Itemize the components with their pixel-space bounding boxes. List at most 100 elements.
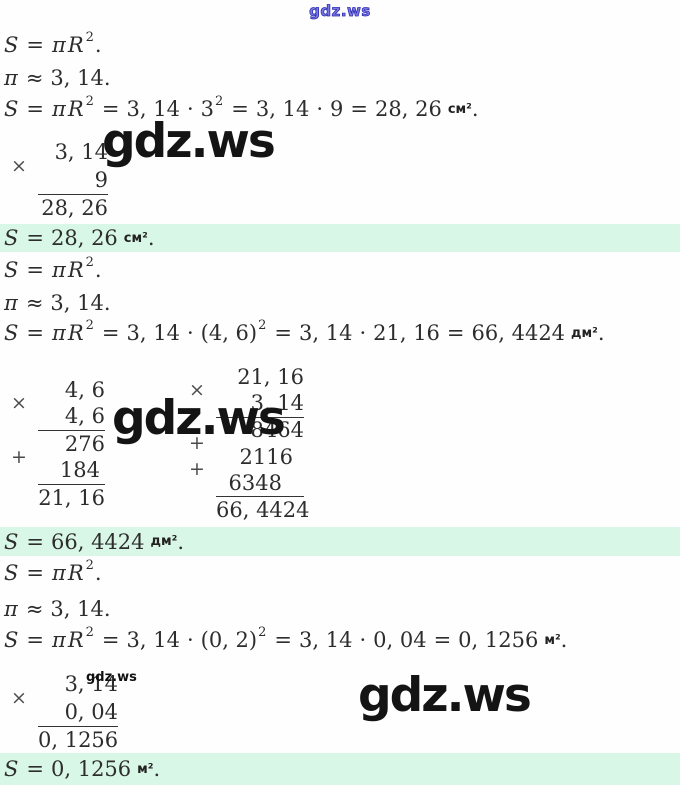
math-superscript: 2 bbox=[85, 93, 94, 109]
column-number: 6348 bbox=[216, 470, 304, 497]
plus-sign: + bbox=[11, 445, 27, 468]
math-variable: R bbox=[67, 33, 84, 57]
math-superscript: 2 bbox=[85, 29, 94, 45]
formula-area-3: S = π R 2. bbox=[3, 558, 102, 588]
math-variable: π bbox=[4, 66, 18, 90]
math-variable: S bbox=[4, 258, 19, 282]
math-number: 3, 14 bbox=[126, 628, 180, 652]
math-operator: = bbox=[446, 321, 465, 345]
formula-calc-1: S = π R 2 = 3, 14 · 3 2 = 3, 14 · 9 = 28, 26 см². bbox=[3, 94, 479, 124]
multiplication-block-2-left: 4, 6 × 4, 6 276 +184 21, 16 bbox=[8, 376, 105, 511]
math-operator: · bbox=[186, 321, 194, 345]
math-variable: R bbox=[67, 628, 84, 652]
math-operator: = bbox=[350, 97, 369, 121]
column-number: 2116 bbox=[216, 444, 304, 471]
site-watermark-top: gdz.ws bbox=[309, 2, 371, 21]
number-text: 28, 26 bbox=[41, 196, 108, 220]
math-superscript: 2 bbox=[85, 254, 94, 270]
math-variable: S bbox=[4, 321, 19, 345]
column-number: 8464 bbox=[216, 417, 304, 444]
site-watermark-block3-big: gdz.ws bbox=[358, 668, 532, 723]
number-text: 0, 04 bbox=[64, 699, 118, 724]
number-text: 0, 1256 bbox=[38, 728, 119, 752]
multiplication-row: 8464 bbox=[186, 417, 304, 444]
math-number: 28, 26 bbox=[375, 97, 442, 121]
number-text: 276 bbox=[64, 431, 105, 456]
math-variable: R bbox=[67, 321, 84, 345]
number-text: 6348 bbox=[228, 470, 282, 495]
result-highlight-1: S = 28, 26 см². bbox=[0, 224, 680, 252]
math-number: 9 bbox=[330, 97, 344, 121]
formula-calc-3: S = π R 2 = 3, 14 · (0, 2) 2 = 3, 14 · 0, 04 = 0, 1256 м… bbox=[3, 625, 567, 655]
math-variable: S bbox=[4, 33, 19, 57]
math-operator: ≈ bbox=[25, 597, 44, 621]
column-number: 21, 16 bbox=[38, 484, 105, 511]
multiplication-row: 28, 26 bbox=[8, 194, 108, 222]
math-number: 0, 1256 bbox=[51, 757, 132, 781]
math-unit: см² bbox=[123, 230, 148, 246]
number-text: 4, 6 bbox=[64, 404, 105, 428]
formula-area-1: S = π R 2. bbox=[3, 30, 102, 60]
math-variable: R bbox=[67, 561, 84, 585]
math-number: 28, 26 bbox=[51, 226, 118, 250]
math-number: . bbox=[94, 561, 102, 585]
column-number: 3, 14 bbox=[38, 670, 118, 698]
math-superscript: 2 bbox=[85, 317, 94, 333]
math-variable: S bbox=[4, 561, 19, 585]
math-operator: = bbox=[26, 628, 44, 652]
math-number: 3, 14. bbox=[50, 66, 111, 90]
math-variable: S bbox=[4, 97, 19, 121]
multiply-sign: × bbox=[11, 687, 27, 709]
column-number: 4, 6 bbox=[38, 376, 105, 403]
math-operator: · bbox=[186, 97, 194, 121]
math-operator: ≈ bbox=[25, 66, 44, 90]
column-number: 0, 1256 bbox=[38, 726, 118, 754]
column-number: 28, 26 bbox=[38, 194, 108, 222]
multiplication-row: +2116 bbox=[186, 432, 304, 471]
math-operator: = bbox=[26, 561, 44, 585]
math-variable: π bbox=[4, 597, 18, 621]
math-operator: = bbox=[26, 33, 44, 57]
math-superscript: 2 bbox=[258, 317, 267, 333]
multiplication-row: × 3, 14 bbox=[186, 379, 304, 418]
math-number: . bbox=[147, 226, 155, 250]
multiply-sign: × bbox=[11, 155, 27, 177]
math-operator: = bbox=[274, 321, 292, 345]
math-variable: S bbox=[4, 628, 19, 652]
math-variable: π bbox=[52, 258, 66, 282]
math-number: 3, 14 bbox=[299, 321, 353, 345]
math-number: . bbox=[153, 757, 161, 781]
result-highlight-3: S = 0, 1256 м². bbox=[0, 753, 680, 785]
column-number: 9 bbox=[38, 166, 108, 195]
math-operator: · bbox=[359, 628, 367, 652]
site-watermark-block3-small: gdz.ws bbox=[86, 670, 137, 685]
math-number: . bbox=[560, 628, 568, 652]
math-variable: S bbox=[4, 757, 19, 781]
math-unit: дм² bbox=[571, 325, 598, 341]
number-text: 3, 14 bbox=[250, 391, 304, 416]
math-number: 3, 14 bbox=[126, 321, 180, 345]
multiplication-row: 66, 4424 bbox=[186, 497, 310, 524]
column-number: 276 bbox=[38, 430, 105, 457]
math-operator: = bbox=[101, 321, 120, 345]
math-operator: · bbox=[186, 628, 194, 652]
multiplication-block-2-right: 21, 16 × 3, 14 8464 +2116 +6348 66, 4424 bbox=[186, 364, 310, 524]
number-text: 8464 bbox=[250, 418, 304, 443]
plus-sign: + bbox=[189, 431, 205, 454]
math-number: . bbox=[471, 97, 479, 121]
multiply-sign: × bbox=[189, 378, 205, 401]
number-text: 21, 16 bbox=[38, 485, 105, 510]
multiplication-row: 3, 14 bbox=[8, 670, 118, 698]
math-number: . bbox=[94, 258, 102, 282]
math-number: 3, 14 bbox=[299, 628, 353, 652]
math-superscript: 2 bbox=[85, 557, 94, 573]
math-operator: = bbox=[231, 97, 249, 121]
number-text: 9 bbox=[94, 167, 108, 192]
multiplication-row: 21, 16 bbox=[186, 364, 304, 391]
math-unit: м² bbox=[544, 632, 561, 648]
column-number: 4, 6 bbox=[38, 403, 105, 431]
math-number: 66, 4424 bbox=[51, 529, 145, 554]
number-text: 66, 4424 bbox=[216, 497, 310, 522]
multiplication-row: 0, 1256 bbox=[8, 726, 118, 754]
math-number: . bbox=[177, 529, 185, 554]
